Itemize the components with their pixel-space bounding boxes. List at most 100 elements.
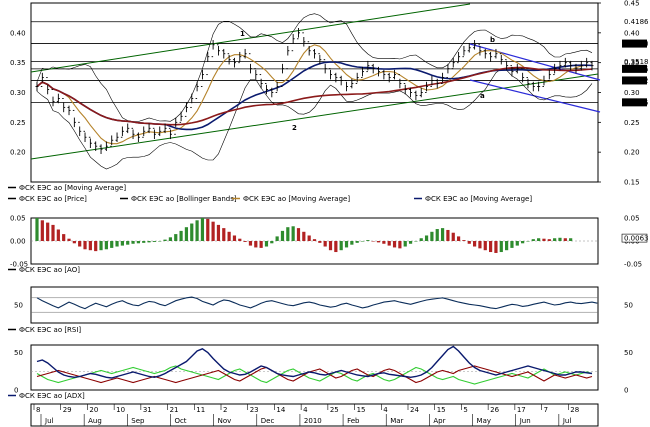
legend-label: ФСК ЕЭС ао [Moving Average] — [425, 195, 532, 203]
x-day-label: 7 — [544, 406, 548, 414]
ao-left-tick-label: 0.05 — [10, 215, 26, 223]
legend-label: ФСК ЕЭС ао [Moving Average] — [19, 184, 126, 192]
ao-bar — [494, 241, 498, 253]
level-label-bg — [622, 64, 647, 73]
x-month-label: Nov — [218, 417, 232, 425]
ao-bar — [259, 241, 263, 248]
ao-bar — [398, 241, 402, 249]
x-day-label: 23 — [250, 406, 259, 414]
ao-bar — [312, 239, 317, 241]
ao-bar — [563, 238, 567, 241]
ao-bar — [232, 235, 237, 241]
x-day-label: 5 — [463, 406, 467, 414]
price-right-tick-label: 0.15 — [624, 179, 640, 187]
ao-bar — [408, 241, 413, 244]
ao-bar — [152, 241, 157, 242]
ao-bar — [270, 241, 274, 244]
ao-bar — [280, 230, 285, 241]
x-day-label: 24 — [410, 406, 419, 414]
rsi-line — [36, 296, 598, 310]
x-day-label: 26 — [490, 406, 499, 414]
ao-bar — [515, 241, 519, 246]
x-month-label: May — [477, 417, 491, 425]
legend-label: ФСК ЕЭС ао [Price] — [19, 195, 87, 203]
ao-bar — [174, 234, 178, 241]
price-panel: 0.45 0.40 0.35 0.30 0.25 0.20 0.15 0.40 0.35 0.30… — [8, 0, 649, 203]
channel-lower-line — [469, 79, 601, 113]
ao-bar — [472, 241, 477, 247]
level-value-label: 0.3396 — [624, 65, 649, 73]
x-day-label: 21 — [170, 406, 179, 414]
ao-left-tick-label: -0.05 — [10, 261, 28, 269]
ao-bar — [414, 241, 418, 242]
channel-upper-line — [469, 43, 601, 81]
ao-bar — [382, 241, 386, 244]
price-right-tick-label: 0.40 — [624, 29, 640, 37]
level-value-label: 0.4186 — [624, 18, 649, 26]
wave-annotation: 1 — [240, 30, 245, 38]
level-value-label: 0.3202 — [624, 77, 649, 85]
price-right-tick-label: 0.30 — [624, 89, 640, 97]
ao-bar — [211, 221, 215, 241]
ao-bar — [195, 220, 199, 241]
ao-bar — [35, 218, 39, 241]
ao-bar — [451, 232, 455, 241]
legend-label: ФСК ЕЭС ао [Moving Average] — [243, 195, 350, 203]
wave-annotation: 2 — [292, 124, 297, 132]
ao-bar — [328, 241, 333, 251]
x-day-label: 31 — [143, 406, 152, 414]
level-value-label: 0.2835 — [624, 99, 649, 107]
x-day-label: 28 — [570, 406, 579, 414]
di-plus-line — [36, 365, 593, 385]
wave-annotation: b — [490, 36, 495, 44]
ao-bar — [435, 229, 439, 241]
x-axis-frame — [30, 403, 599, 427]
ao-bar — [126, 241, 130, 245]
rsi-legend-label: ФСК ЕЭС ао [RSI] — [19, 326, 81, 334]
ao-value-label: 0.0063 — [624, 235, 649, 243]
ao-bar — [387, 241, 391, 246]
ao-bar — [254, 241, 258, 248]
adx-right-tick-label: 50 — [624, 349, 633, 357]
rsi-panel: 50 50 ФСК ЕЭС ао [RSI] — [8, 286, 633, 334]
ao-bar — [115, 241, 119, 247]
ao-bar — [424, 235, 429, 241]
ao-bar — [110, 241, 114, 248]
ao-bar — [547, 239, 551, 241]
x-month-label: Mar — [390, 417, 403, 425]
x-day-label: 4 — [383, 406, 388, 414]
ao-bar — [222, 228, 226, 241]
rsi-plot-frame — [30, 286, 599, 324]
ao-bar — [291, 226, 295, 241]
price-left-tick-label: 0.25 — [10, 119, 26, 127]
ao-bar — [163, 239, 167, 241]
ao-bar — [499, 241, 503, 253]
ao-value-box — [621, 233, 648, 243]
x-day-label: 8 — [36, 406, 40, 414]
ao-bar — [558, 237, 562, 241]
ao-bar — [344, 241, 349, 248]
ao-bar — [307, 235, 311, 241]
level-value-label: 0.3518 — [624, 58, 649, 66]
adx-line — [36, 345, 593, 379]
x-day-label: 15 — [437, 406, 446, 414]
ao-bar — [371, 241, 375, 242]
ao-bar — [537, 238, 541, 241]
ao-bar — [489, 241, 493, 253]
ao-bar — [569, 238, 573, 241]
level-value-label: 0.3820 — [624, 40, 649, 48]
adx-right-tick-label: 0 — [624, 387, 628, 395]
ao-bar — [403, 241, 407, 247]
ao-bar — [419, 238, 423, 241]
ao-bar — [94, 241, 98, 252]
ao-bar — [339, 241, 343, 251]
ao-bar — [46, 222, 50, 241]
ao-bar — [136, 241, 140, 244]
x-month-label: Jul — [562, 417, 572, 425]
ao-bar — [376, 241, 381, 243]
ao-left-tick-label: 0.00 — [10, 238, 26, 246]
ao-bar — [521, 241, 525, 244]
